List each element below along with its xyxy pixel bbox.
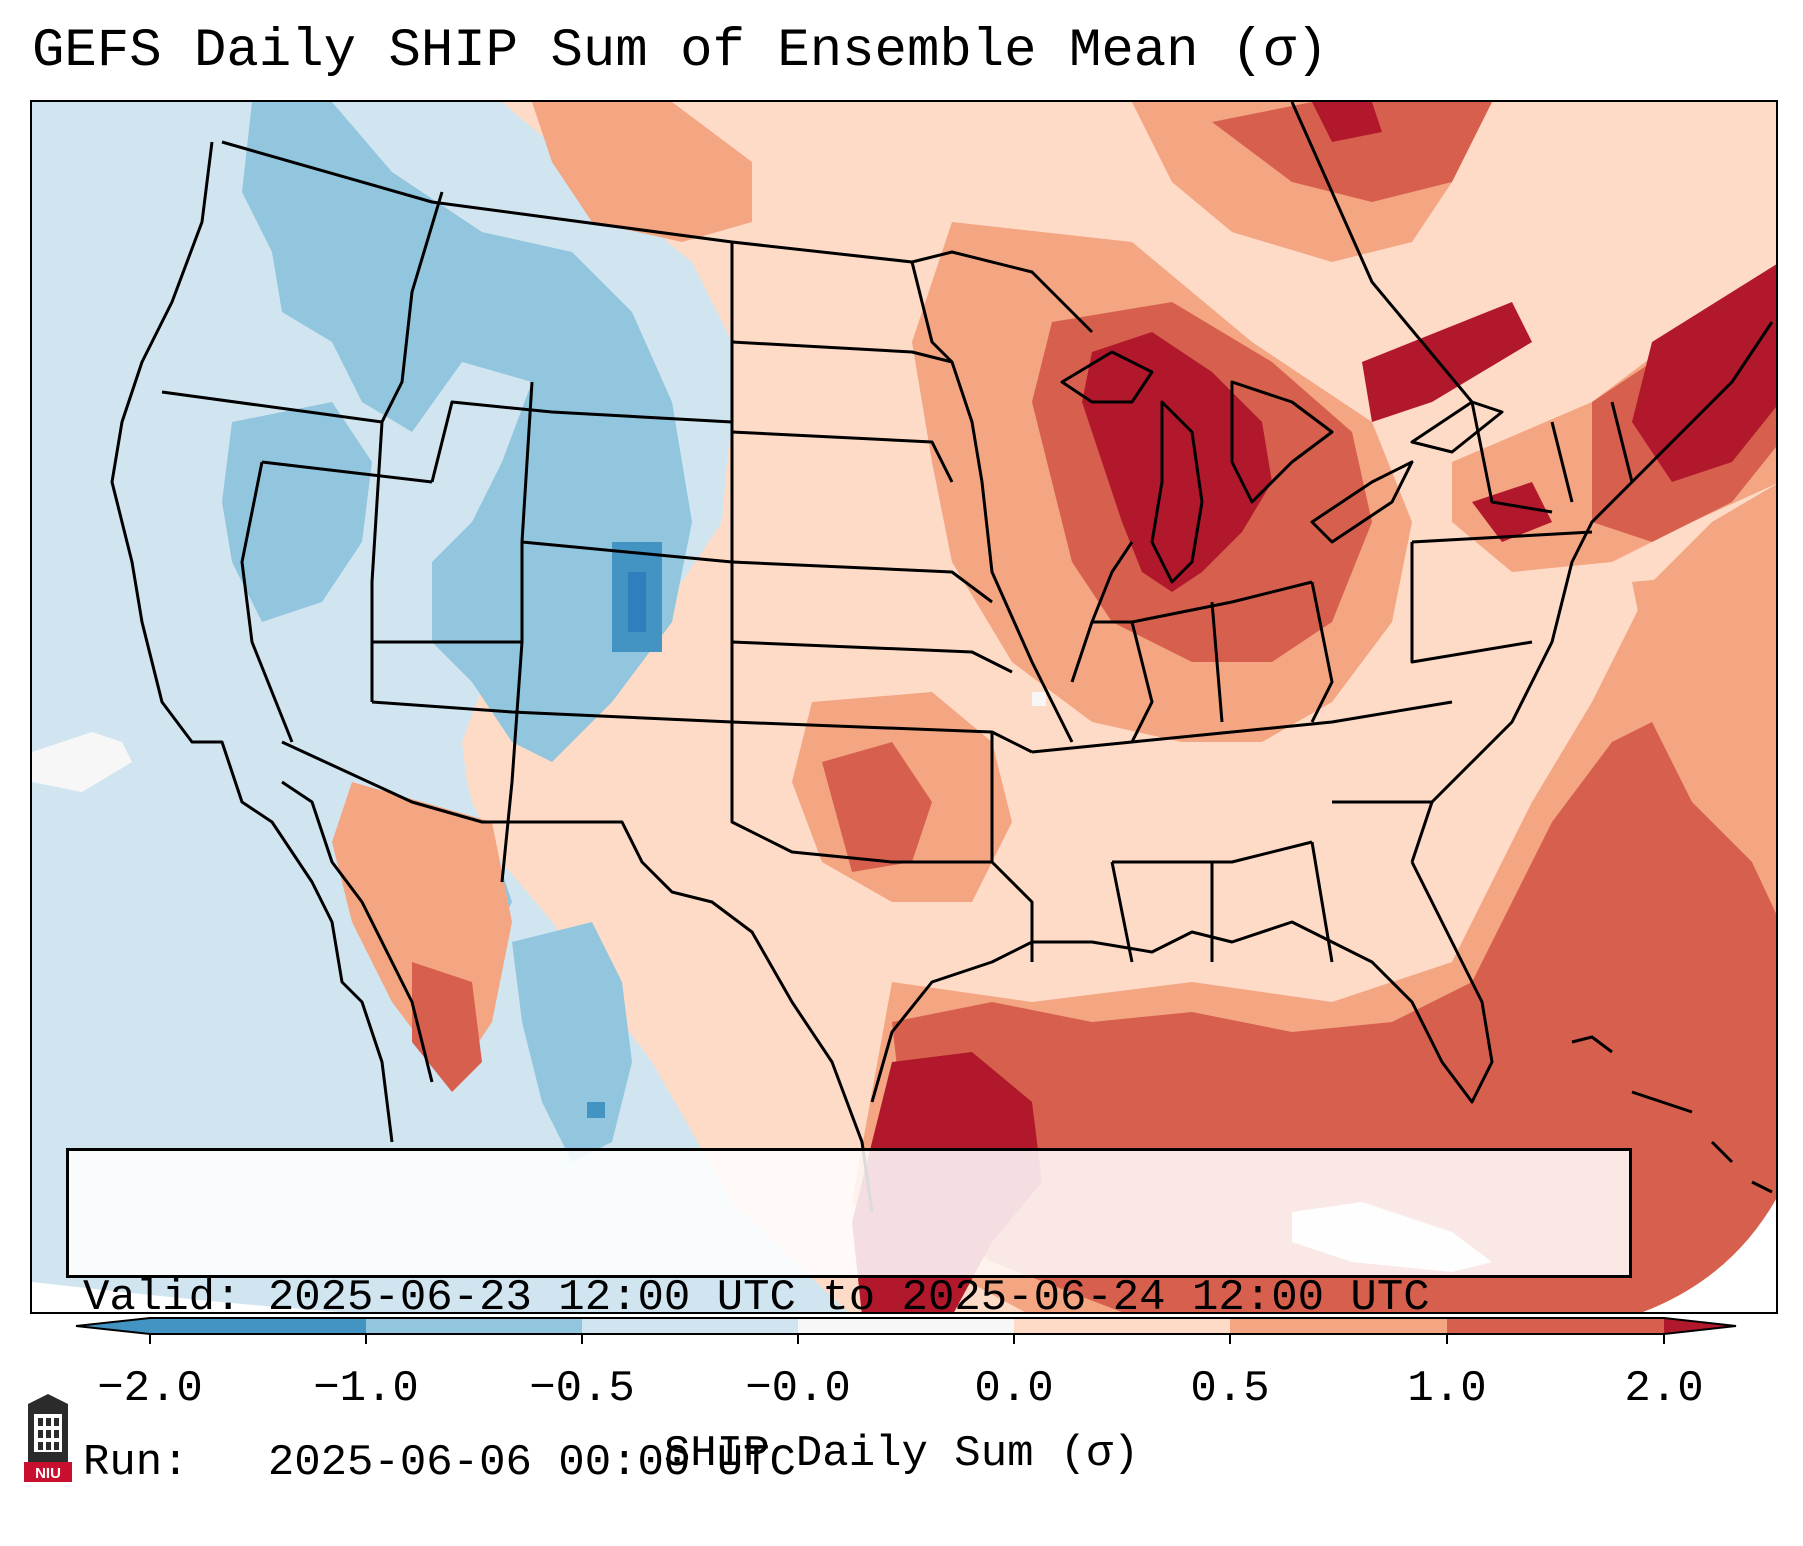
colorbar-segment: [150, 1318, 366, 1334]
map-panel: [30, 100, 1778, 1314]
valid-label: Valid:: [83, 1273, 242, 1323]
colorbar-segment: [1230, 1318, 1447, 1334]
run-label: Run:: [83, 1438, 189, 1488]
logo-text: NIU: [35, 1465, 61, 1482]
colorbar-tick-label: 0.5: [1190, 1364, 1270, 1414]
colorbar-tick-label: −2.0: [97, 1364, 203, 1414]
projection-corner-right: [1642, 1199, 1776, 1312]
colorbar-label: SHIP Daily Sum (σ): [663, 1429, 1140, 1479]
colorbar-segment: [1447, 1318, 1664, 1334]
run-row: Run: 2025-06-06 00:00 UTC: [83, 1436, 1629, 1491]
run-value: 2025-06-06 00:00 UTC: [267, 1438, 796, 1488]
projection-corner-left: [32, 1282, 340, 1312]
islands: [1571, 1035, 1773, 1194]
colorbar-tick-label: 2.0: [1624, 1364, 1704, 1414]
colorbar-tick-label: −1.0: [313, 1364, 419, 1414]
colorbar: [75, 1317, 1737, 1344]
colorbar-segment: [366, 1318, 582, 1334]
niu-logo-icon: NIU: [24, 1394, 72, 1482]
colorbar-tick-label: −0.0: [745, 1364, 851, 1414]
colorbar-tick-label: −0.5: [529, 1364, 635, 1414]
colorbar-tick-label: 1.0: [1407, 1364, 1487, 1414]
boundaries: [110, 102, 1774, 1213]
chart-title: GEFS Daily SHIP Sum of Ensemble Mean (σ): [32, 21, 1329, 82]
colorbar-segment: [582, 1318, 798, 1334]
map-canvas: [32, 102, 1776, 1312]
colorbar-tick-label: 0.0: [974, 1364, 1054, 1414]
colorbar-segment: [1014, 1318, 1230, 1334]
colorbar-segment: [798, 1318, 1014, 1334]
field-negative-strong-core: [628, 572, 646, 632]
valid-value: 2025-06-23 12:00 UTC to 2025-06-24 12:00…: [267, 1273, 1430, 1323]
run-info-box: Valid: 2025-06-23 12:00 UTC to 2025-06-2…: [66, 1148, 1632, 1488]
colorbar-under-arrow: [76, 1318, 150, 1334]
colorbar-over-arrow: [1664, 1318, 1736, 1334]
valid-row: Valid: 2025-06-23 12:00 UTC to 2025-06-2…: [83, 1271, 1629, 1326]
